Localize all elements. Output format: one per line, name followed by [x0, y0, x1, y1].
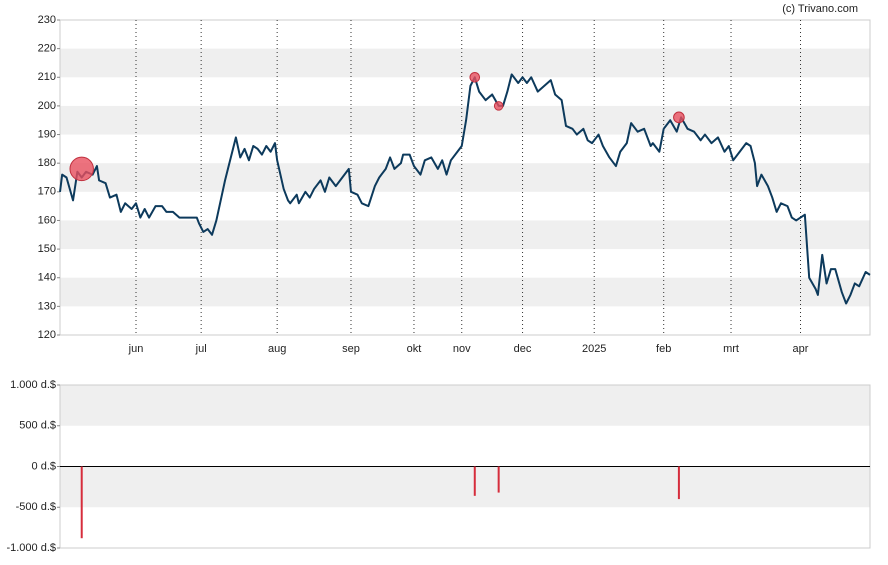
grid-band: [60, 277, 870, 307]
x-tick-label: feb: [656, 343, 671, 355]
plot-frame: [59, 19, 871, 336]
y-tick-label: 200: [38, 100, 56, 112]
y-tick-label: -1.000 d.$: [6, 542, 56, 554]
y-tick-label: 210: [38, 71, 56, 83]
bar: [80, 466, 83, 539]
trade-marker: [69, 156, 94, 182]
price-line: [59, 73, 871, 305]
x-tick-label: aug: [268, 343, 286, 355]
bar: [473, 466, 476, 496]
credit: (c) Trivano.com: [782, 3, 858, 15]
y-tick-label: 120: [38, 329, 56, 341]
x-tick-label: okt: [407, 343, 422, 355]
y-tick-label: 230: [38, 14, 56, 26]
x-tick-label: 2025: [582, 343, 606, 355]
y-tick-label: 160: [38, 214, 56, 226]
y-tick-label: 0 d.$: [32, 460, 56, 472]
bar: [497, 466, 500, 493]
x-tick-label: mrt: [723, 343, 739, 355]
grid-band: [60, 163, 870, 192]
x-tick-label: jul: [195, 343, 207, 355]
bar: [677, 466, 680, 500]
y-tick-label: 140: [38, 272, 56, 284]
trade-marker: [673, 111, 685, 124]
grid-band: [60, 385, 870, 426]
trade-marker: [469, 71, 481, 83]
y-tick-label: 1.000 d.$: [10, 379, 56, 391]
y-tick-label: 170: [38, 186, 56, 198]
grid-band: [60, 220, 870, 250]
trade-marker: [493, 101, 504, 111]
x-tick-label: nov: [453, 343, 471, 355]
grid-band: [60, 466, 870, 508]
y-tick-label: 190: [38, 128, 56, 140]
grid-band: [60, 48, 870, 78]
y-tick-label: 180: [38, 157, 56, 169]
x-tick-label: apr: [793, 343, 809, 355]
y-tick-label: 130: [38, 300, 56, 312]
x-tick-label: jun: [128, 343, 144, 355]
x-tick-label: dec: [514, 343, 532, 355]
y-tick-label: 500 d.$: [19, 420, 56, 432]
y-tick-label: 220: [38, 43, 56, 55]
y-tick-label: 150: [38, 243, 56, 255]
x-tick-label: sep: [342, 343, 360, 355]
y-tick-label: -500 d.$: [16, 501, 56, 513]
